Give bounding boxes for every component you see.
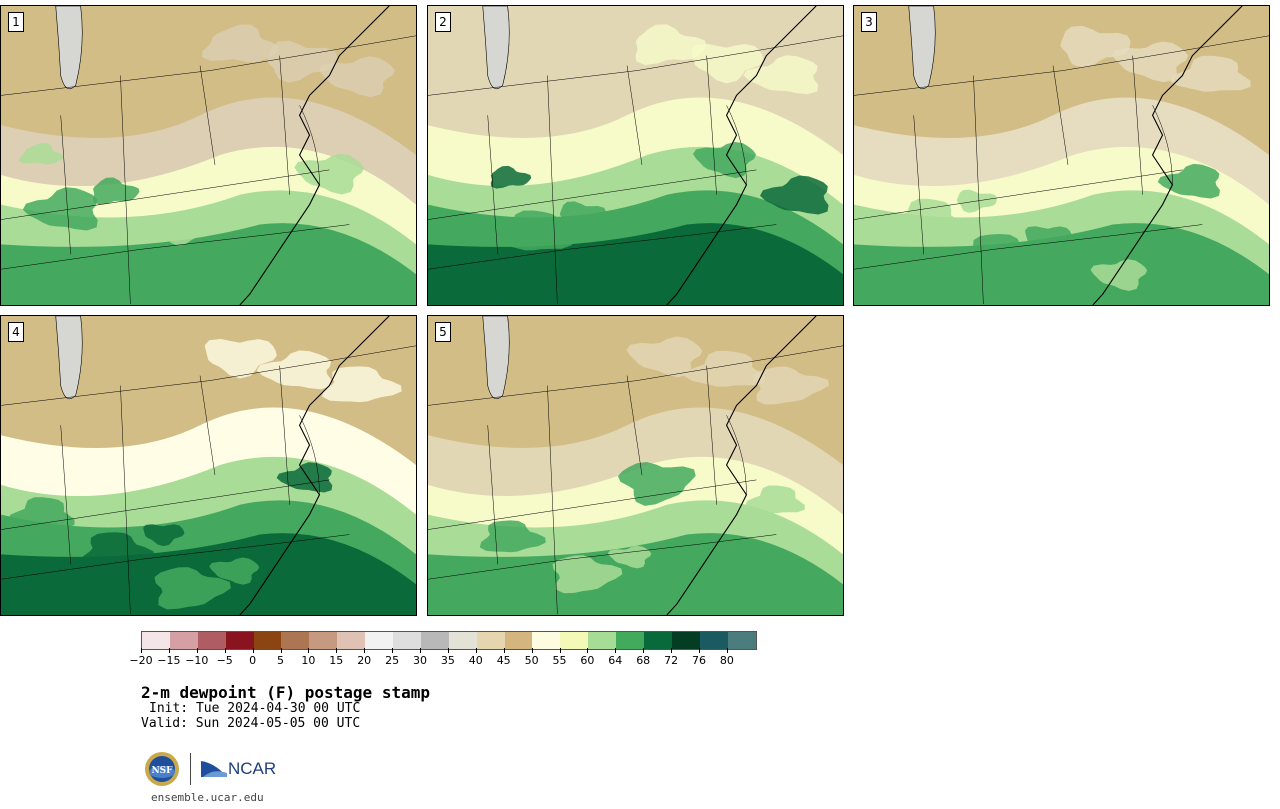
colorbar-tick-label: −20 bbox=[129, 654, 153, 667]
colorbar-tick-label: −15 bbox=[157, 654, 181, 667]
colorbar-swatch bbox=[727, 632, 756, 649]
colorbar-swatch bbox=[197, 632, 226, 649]
colorbar-tick bbox=[308, 648, 310, 653]
dewpoint-map bbox=[1, 316, 416, 615]
panel-4: 4 bbox=[0, 315, 417, 616]
panel-5: 5 bbox=[427, 315, 844, 616]
colorbar-tick bbox=[671, 648, 673, 653]
nsf-logo-text: NSF bbox=[151, 766, 173, 776]
colorbar-swatch bbox=[616, 632, 645, 649]
colorbar-tick-label: 80 bbox=[719, 654, 734, 667]
colorbar-swatch bbox=[588, 632, 617, 649]
colorbar-tick bbox=[643, 648, 645, 653]
colorbar-tick-label: 72 bbox=[664, 654, 679, 667]
colorbar-tick-labels: −20 −15 −10 −5 0 5 10 15 20 25 30 35 40 45 50 55 60 64 68 7… bbox=[129, 654, 761, 668]
colorbar-tick bbox=[531, 648, 533, 653]
colorbar-tick bbox=[447, 648, 449, 653]
colorbar-tick-label: −5 bbox=[216, 654, 233, 667]
colorbar-swatch bbox=[476, 632, 505, 649]
colorbar-swatch bbox=[560, 632, 589, 649]
colorbar-tick bbox=[726, 648, 728, 653]
colorbar-tick bbox=[224, 648, 226, 653]
colorbar-tick bbox=[559, 648, 561, 653]
colorbar-tick bbox=[168, 648, 170, 653]
colorbar-tick bbox=[196, 648, 198, 653]
colorbar-swatch bbox=[142, 632, 170, 649]
colorbar-tick bbox=[364, 648, 366, 653]
ncar-logo: NCAR bbox=[201, 759, 276, 779]
colorbar-tick bbox=[141, 648, 142, 653]
colorbar-swatch bbox=[671, 632, 700, 649]
dewpoint-map bbox=[1, 6, 416, 305]
colorbar-tick bbox=[392, 648, 394, 653]
dewpoint-map bbox=[854, 6, 1269, 305]
colorbar-tick-label: 64 bbox=[608, 654, 623, 667]
colorbar-swatch bbox=[169, 632, 198, 649]
panel-label: 3 bbox=[861, 12, 877, 32]
colorbar-tick-label: 76 bbox=[692, 654, 706, 667]
colorbar-tick-label: 0 bbox=[249, 654, 257, 667]
colorbar-tick-label: 10 bbox=[301, 654, 316, 667]
plot-title: 2-m dewpoint (F) postage stamp bbox=[141, 683, 430, 702]
panel-3: 3 bbox=[853, 5, 1270, 306]
colorbar-tick-label: 30 bbox=[413, 654, 427, 667]
colorbar-tick bbox=[503, 648, 505, 653]
colorbar-tick bbox=[252, 648, 254, 653]
colorbar-swatch bbox=[504, 632, 533, 649]
panel-2: 2 bbox=[427, 5, 844, 306]
logos: NSF NCAR bbox=[144, 751, 276, 787]
colorbar-tick bbox=[587, 648, 589, 653]
colorbar-swatch bbox=[337, 632, 366, 649]
colorbar-swatch bbox=[448, 632, 477, 649]
colorbar-tick bbox=[336, 648, 338, 653]
colorbar-swatch bbox=[253, 632, 282, 649]
colorbar-tick bbox=[615, 648, 617, 653]
colorbar-tick-label: 45 bbox=[496, 654, 511, 667]
colorbar-swatch bbox=[699, 632, 728, 649]
panel-1: 1 bbox=[0, 5, 417, 306]
colorbar-tick-label: 25 bbox=[385, 654, 400, 667]
panel-label: 2 bbox=[435, 12, 451, 32]
valid-time: Valid: Sun 2024-05-05 00 UTC bbox=[141, 716, 361, 731]
colorbar-tick bbox=[475, 648, 477, 653]
colorbar-tick-label: 20 bbox=[357, 654, 372, 667]
dewpoint-map bbox=[428, 6, 843, 305]
colorbar-tick-label: 40 bbox=[468, 654, 483, 667]
ncar-logo-text: NCAR bbox=[228, 759, 277, 778]
dewpoint-map bbox=[428, 316, 843, 615]
colorbar-tick-label: 35 bbox=[440, 654, 455, 667]
logo-separator bbox=[190, 753, 191, 785]
colorbar-tick-label: 50 bbox=[524, 654, 539, 667]
colorbar-swatch bbox=[420, 632, 449, 649]
ncar-swoosh-icon bbox=[201, 761, 227, 777]
colorbar-swatch bbox=[365, 632, 394, 649]
colorbar-swatch bbox=[309, 632, 338, 649]
colorbar-tick-label: 15 bbox=[329, 654, 344, 667]
panel-label: 5 bbox=[435, 322, 451, 342]
colorbar-tick-label: −10 bbox=[185, 654, 209, 667]
colorbar-tick-label: 68 bbox=[636, 654, 651, 667]
nsf-logo: NSF bbox=[145, 752, 179, 786]
colorbar-tick bbox=[420, 648, 421, 653]
colorbar-swatch bbox=[393, 632, 421, 649]
colorbar-swatch bbox=[644, 632, 672, 649]
panel-label: 1 bbox=[8, 12, 24, 32]
colorbar-tick-label: 55 bbox=[552, 654, 567, 667]
colorbar-swatch bbox=[281, 632, 310, 649]
colorbar-tick-label: 5 bbox=[277, 654, 284, 667]
colorbar-tick bbox=[280, 648, 282, 653]
site-url[interactable]: ensemble.ucar.edu bbox=[151, 791, 264, 804]
colorbar-swatch bbox=[225, 632, 254, 649]
init-time: Init: Tue 2024-04-30 00 UTC bbox=[149, 701, 361, 716]
colorbar-tick bbox=[699, 648, 700, 653]
colorbar-tick-label: 60 bbox=[580, 654, 595, 667]
colorbar-swatch bbox=[532, 632, 561, 649]
panel-label: 4 bbox=[8, 322, 24, 342]
